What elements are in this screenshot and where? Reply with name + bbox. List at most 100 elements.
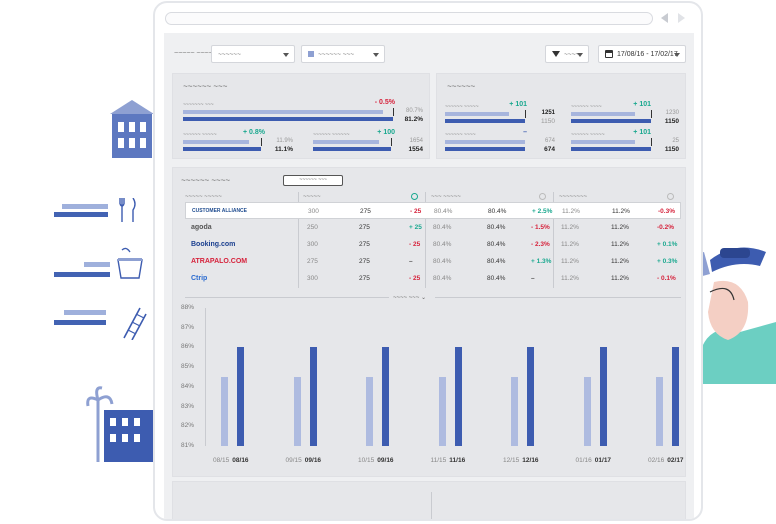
kpi-delta: – [523,129,527,136]
bar-cur[interactable] [454,347,462,446]
table-row[interactable]: ATRAPALO.COM 275 275 – 80.4% 80.4% + 1.3% 11.2%… [185,253,681,270]
header-col-c[interactable]: ~~~~~~~~ [559,194,588,200]
y-axis-line [205,308,206,446]
cell-prev-b: 80.4% [433,258,452,265]
comparison-chart: 88% 87% 86% 85% 84% 83% 82% 81% 08/15 08/16 09/15 0… [173,304,687,478]
sort-icon[interactable] [667,193,674,200]
cell-cur-c: 11.2% [611,275,629,282]
bar-prev[interactable] [656,377,663,446]
kpi-bar-previous [571,112,635,116]
kpi-delta: + 0.8% [243,129,265,136]
x-tick-previous: 02/16 [648,457,665,464]
y-tick-label: 87% [181,323,195,331]
kpi-bar-current [571,147,651,151]
kpi-current-value: 11.1% [274,146,293,153]
column-divider [298,192,299,288]
kpi-bar-previous [445,140,525,144]
filter-select-1-value: ~~~~~~ [218,50,241,58]
header-col-b[interactable]: ~~~ ~~~~~ [431,194,461,200]
bar-cur[interactable] [382,347,389,446]
x-tick-label: 08/15 08/16 [213,457,249,464]
kpi-panel-right: ~~~~~~ ~~~~~~ ~~~~~ + 101 1251 1150 ~~~~… [436,73,686,159]
address-bar[interactable] [165,12,653,25]
kpi-marker [525,110,526,118]
x-tick-current: 01/17 [594,457,612,464]
channel-logo: Ctrip [191,275,208,282]
date-range-picker[interactable]: 17/08/16 - 17/02/17 [598,45,686,63]
bar-prev[interactable] [438,377,446,446]
browser-window: ~~~~~ ~~~~~~ ~~~~~~ ~~~~~~ ~~~ ~~~~ 17/0… [153,1,703,521]
cell-prev-c: 11.2% [561,224,579,231]
forward-arrow-icon[interactable] [678,13,685,23]
kpi-delta: - 0.5% [374,99,395,106]
caret-down-icon [373,53,379,57]
back-arrow-icon[interactable] [661,13,668,23]
filter-select-1[interactable]: ~~~~~~ [211,45,295,63]
chart-toggle[interactable]: ~~~~ ~~~ ⌄ [393,294,426,301]
bar-prev[interactable] [221,377,228,446]
bar-cur[interactable] [237,347,244,446]
kpi-current-value: 1554 [408,146,423,153]
x-tick-previous: 01/16 [575,457,592,464]
kpi-label: ~~~~~~ ~~~~ [445,132,476,138]
bar-prev[interactable] [583,377,591,446]
table-row[interactable]: CUSTOMER ALLIANCE 300 275 - 25 80.4% 80.4% + 2… [185,202,681,219]
browser-nav [661,11,695,25]
bar-cur[interactable] [672,347,679,446]
kpi-delta: + 101 [633,129,651,136]
bar-cur[interactable] [599,347,607,446]
filter-funnel-icon [552,51,560,57]
kpi-label: ~~~~~~ ~~~~~~ [313,132,350,138]
x-tick-previous: 08/15 [213,457,230,464]
chevron-down-icon: ⌄ [420,295,426,301]
sort-icon[interactable] [539,193,546,200]
bar-prev[interactable] [366,377,373,446]
x-tick-current: 12/16 [522,457,539,464]
table-row[interactable]: agoda 250 275 + 25 80.4% 80.4% - 1.5% 11.2% 11.2… [185,219,681,236]
column-divider [553,192,554,288]
x-tick-current: 09/16 [377,457,394,464]
cell-prev-b: 80.4% [434,208,453,215]
caret-down-icon [577,53,583,57]
kpi-previous-value: 1230 [665,110,679,116]
table-row[interactable]: Ctrip 300 275 - 25 80.4% 80.4% – 11.2% 11.2% - 0.… [185,270,681,287]
header-col-a[interactable]: ~~~~~ [303,194,321,200]
cell-delta-b: – [531,275,535,282]
filter-dropdown[interactable]: ~~~~ [545,45,589,63]
kpi-marker [651,110,652,118]
pool-ladder-icon [123,307,147,340]
bar-cur[interactable] [527,347,534,446]
kpi-delta: + 101 [633,101,651,108]
divider-line [435,297,681,298]
bar-prev[interactable] [293,377,301,446]
channels-button[interactable]: ~~~~~~ ~~~ [283,175,343,186]
bar-prev[interactable] [511,377,518,446]
cell-delta-c: + 0.1% [657,241,678,248]
header-channel[interactable]: ~~~~~ ~~~~~ [185,194,222,200]
cell-prev-b: 80.4% [433,224,452,231]
cell-prev-b: 80.4% [433,275,452,282]
cell-delta-c: -0.3% [658,208,675,215]
kpi-right-b: ~~~~~~ ~~~~ + 101 1230 1150 [571,101,679,130]
kpi-bar-previous [313,140,379,144]
sort-icon[interactable] [411,193,418,200]
hotel-building-icon [110,100,154,158]
filter-select-2[interactable]: ~~~~~~ ~~~ [301,45,385,63]
kpi-bar-current [445,119,525,123]
bar-cur[interactable] [309,347,317,446]
kpi-previous-value: 80.7% [405,108,423,114]
cell-cur-b: 80.4% [487,275,506,282]
bucket-icon [117,247,143,279]
kpi-bar-current [313,147,391,151]
column-divider [431,492,432,519]
kpi-bar-current [445,147,525,151]
x-tick-label: 10/15 09/16 [358,457,394,464]
channel-logo: agoda [191,224,212,231]
kpi-current-value: 1150 [664,118,679,125]
kpi-bar-previous [445,112,509,116]
filter-label: ~~~~~ ~~~~~~ [174,50,221,57]
cell-cur-b: 80.4% [488,208,507,215]
table-row[interactable]: Booking.com 300 275 - 25 80.4% 80.4% - 2.3% 11.… [185,236,681,253]
kpi-bar-current [183,117,393,121]
